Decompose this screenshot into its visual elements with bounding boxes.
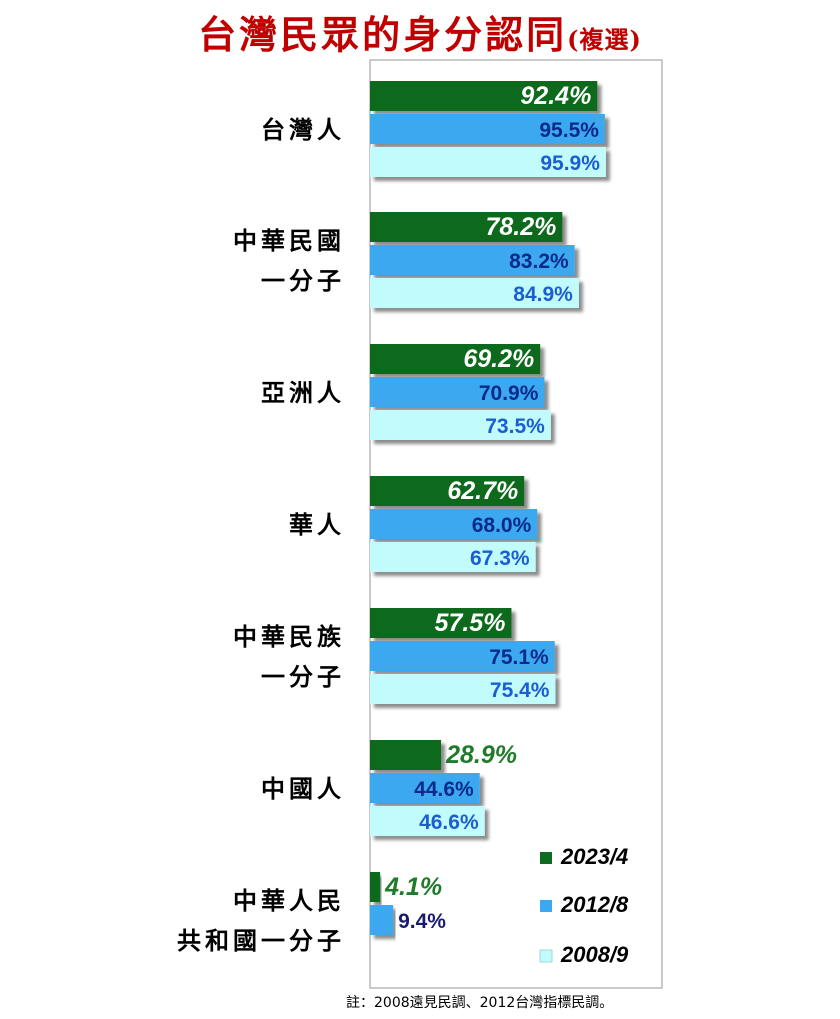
category-label-6-1: 共和國一分子 xyxy=(177,927,345,955)
data-label-2012-8-5: 44.6% xyxy=(414,778,474,801)
category-label-4-0: 中華民族 xyxy=(233,623,345,651)
bar-2008-9-0 xyxy=(370,147,606,177)
data-label-2023-4-0: 92.4% xyxy=(520,82,591,110)
category-label-6-0: 中華人民 xyxy=(233,887,345,915)
bar-2023-4-1 xyxy=(370,212,563,242)
bar-2023-4-5 xyxy=(370,740,442,770)
legend-swatch-2012-8 xyxy=(540,900,552,912)
bar-2012-8-4 xyxy=(370,641,555,671)
bar-2008-9-3 xyxy=(370,542,536,572)
category-label-4-1: 一分子 xyxy=(261,663,345,691)
data-label-2012-8-1: 83.2% xyxy=(509,250,569,273)
chart-title-main: 台灣民眾的身分認同 xyxy=(198,12,568,57)
data-label-2008-9-4: 75.4% xyxy=(490,679,550,702)
data-label-2023-4-6: 4.1% xyxy=(384,873,442,901)
bar-2008-9-1 xyxy=(370,278,579,308)
bar-2008-9-5 xyxy=(370,806,485,836)
bar-2012-8-1 xyxy=(370,245,575,275)
bar-2012-8-3 xyxy=(370,509,538,539)
category-label-0-0: 台灣人 xyxy=(261,116,345,144)
category-label-3-0: 華人 xyxy=(289,511,345,539)
category-label-1-0: 中華民國 xyxy=(233,227,345,255)
footnote: 註：2008遠見民調、2012台灣指標民調。 xyxy=(346,995,614,1011)
legend-swatch-2008-9 xyxy=(539,949,553,963)
bar-2008-9-4 xyxy=(370,674,556,704)
category-label-1-1: 一分子 xyxy=(261,267,345,295)
legend-swatch-2023-4 xyxy=(540,852,552,864)
data-label-2023-4-1: 78.2% xyxy=(485,213,556,241)
legend-label-2012-8: 2012/8 xyxy=(560,892,629,917)
data-label-2008-9-1: 84.9% xyxy=(513,283,573,306)
data-label-2023-4-2: 69.2% xyxy=(463,345,534,373)
data-label-2023-4-4: 57.5% xyxy=(435,609,506,637)
bar-2012-8-2 xyxy=(370,377,545,407)
data-label-2023-4-3: 62.7% xyxy=(447,477,518,505)
data-label-2012-8-2: 70.9% xyxy=(479,382,539,405)
bar-2008-9-2 xyxy=(370,410,551,440)
data-label-2008-9-5: 46.6% xyxy=(419,811,479,834)
bar-2012-8-5 xyxy=(370,773,480,803)
bar-2023-4-3 xyxy=(370,476,525,506)
bar-2012-8-0 xyxy=(370,114,605,144)
category-label-2-0: 亞洲人 xyxy=(261,379,345,407)
bar-2023-4-4 xyxy=(370,608,512,638)
data-label-2008-9-3: 67.3% xyxy=(470,547,530,570)
data-label-2012-8-4: 75.1% xyxy=(489,646,549,669)
data-label-2012-8-3: 68.0% xyxy=(472,514,532,537)
bar-2012-8-6 xyxy=(370,905,394,935)
data-label-2008-9-0: 95.9% xyxy=(540,152,600,175)
chart-subtitle: (複選) xyxy=(567,25,642,54)
data-label-2012-8-6: 9.4% xyxy=(398,910,446,933)
bar-2023-4-2 xyxy=(370,344,541,374)
chart-title: 台灣民眾的身分認同(複選) xyxy=(0,4,840,59)
legend-label-2008-9: 2008/9 xyxy=(560,942,629,967)
legend-label-2023-4: 2023/4 xyxy=(560,844,628,869)
bar-2023-4-0 xyxy=(370,81,598,111)
bar-2023-4-6 xyxy=(370,872,381,902)
data-label-2012-8-0: 95.5% xyxy=(539,119,599,142)
category-label-5-0: 中國人 xyxy=(261,775,345,803)
data-label-2008-9-2: 73.5% xyxy=(485,415,545,438)
data-label-2023-4-5: 28.9% xyxy=(445,741,517,769)
